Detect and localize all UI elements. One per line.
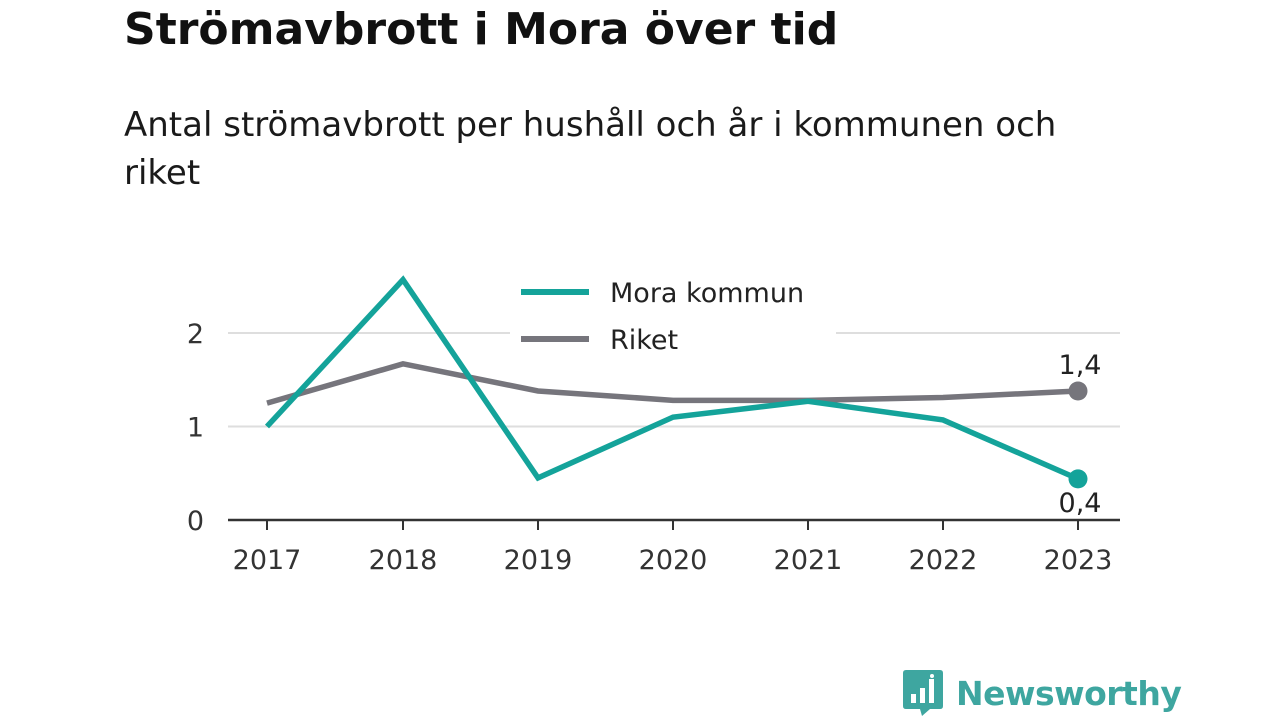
y-tick-label: 1 [187,413,204,444]
data-label: 1,4 [1059,350,1102,381]
y-axis-ticks: 0 1 2 [187,319,204,537]
x-tick-label: 2018 [369,545,438,576]
series-lines [264,275,1088,489]
y-tick-label: 2 [187,319,204,350]
brand-name: Newsworthy [956,673,1182,713]
legend-label: Riket [610,325,678,356]
data-label: 0,4 [1059,488,1102,519]
legend: Mora kommun Riket [510,272,836,364]
series-line [266,361,1079,406]
chart-title: Strömavbrott i Mora över tid [124,4,839,55]
series-end-point [1068,469,1088,489]
x-tick-label: 2017 [233,545,302,576]
x-axis-ticks: 2017 2018 2019 2020 2021 2022 2023 [233,520,1113,576]
y-tick-label: 0 [187,506,204,537]
series-end-point [1068,381,1088,401]
brand-logo: Newsworthy [902,668,1182,718]
bar-chart-speech-bubble-icon [903,670,943,716]
x-tick-label: 2023 [1044,545,1113,576]
series-line [264,275,1080,482]
x-tick-label: 2019 [504,545,573,576]
legend-background [510,272,836,364]
x-tick-label: 2020 [639,545,708,576]
end-labels: 1,4 0,4 [1056,350,1105,522]
legend-label: Mora kommun [610,278,804,309]
chart-subtitle: Antal strömavbrott per hushåll och år i … [124,105,1057,193]
x-tick-label: 2021 [774,545,843,576]
x-tick-label: 2022 [909,545,978,576]
